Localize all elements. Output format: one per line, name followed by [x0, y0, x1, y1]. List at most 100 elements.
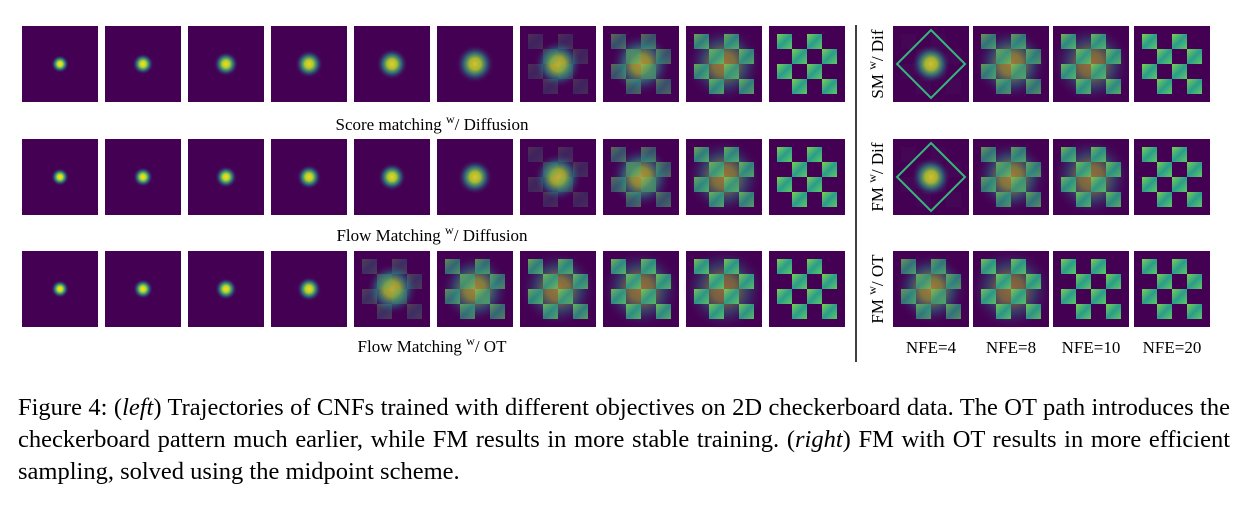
checker-cell: [626, 49, 641, 64]
nfe-label: NFE=20: [1143, 338, 1202, 357]
checker-cell: [1076, 192, 1091, 207]
tile: [354, 251, 430, 327]
tile: [437, 139, 513, 215]
tile: [354, 26, 430, 102]
checker-cell: [656, 192, 671, 207]
checker-cell: [1172, 289, 1187, 304]
checker-cell: [822, 192, 837, 207]
checker-cell: [1106, 162, 1121, 177]
checker-cell: [626, 162, 641, 177]
density-blob: [455, 44, 495, 84]
caption-text: ) FM with OT results in more efficient s…: [18, 426, 1230, 485]
checker-cell: [543, 162, 558, 177]
density-ridge: [895, 28, 967, 100]
tile: [520, 251, 596, 327]
checker-cell: [543, 304, 558, 319]
checker-cell: [490, 274, 505, 289]
checker-cell: [946, 304, 961, 319]
checker-cell: [1142, 259, 1157, 274]
checker-cell: [1106, 49, 1121, 64]
tile: [1051, 24, 1131, 104]
checker-cell: [1187, 304, 1202, 319]
checker-cell: [656, 162, 671, 177]
checker-cell: [694, 177, 709, 192]
label-text: / Diffusion: [455, 115, 529, 134]
checker-cell: [1157, 192, 1172, 207]
checker-cell: [1091, 147, 1106, 162]
checker-cell: [656, 49, 671, 64]
label-text: Flow Matching: [358, 337, 467, 356]
label-text: / OT: [475, 337, 507, 356]
tile: [769, 26, 845, 102]
checker-cell: [1106, 79, 1121, 94]
tile: [601, 249, 681, 329]
tile: [973, 26, 1049, 102]
checker-cell: [558, 289, 573, 304]
checker-cell: [626, 274, 641, 289]
checker-cell: [1011, 259, 1026, 274]
checker-cell: [739, 162, 754, 177]
checker-cell: [362, 289, 377, 304]
label-text: / Diffusion: [454, 226, 528, 245]
label-sup: w: [865, 286, 879, 295]
row-label: SM w/ Dif: [865, 29, 887, 98]
density-blob: [296, 164, 322, 190]
checker-cell: [460, 274, 475, 289]
checker-cell: [777, 147, 792, 162]
tile: [105, 26, 181, 102]
caption: Figure 4: (left) Trajectories of CNFs tr…: [18, 392, 1230, 488]
checker-cell: [392, 259, 407, 274]
checker-cell: [931, 177, 946, 192]
checker-cell: [445, 289, 460, 304]
checker-cell: [528, 34, 543, 49]
caption-text: left: [122, 394, 154, 421]
checker-cell: [1172, 259, 1187, 274]
row-label: Score matching w/ Diffusion: [336, 112, 529, 134]
checker-cell: [709, 49, 724, 64]
checker-cell: [573, 162, 588, 177]
checker-cell: [626, 79, 641, 94]
checker-cell: [739, 304, 754, 319]
checker-cell: [445, 259, 460, 274]
label-text: Flow Matching: [336, 226, 445, 245]
checker-cell: [694, 259, 709, 274]
checker-cell: [407, 274, 422, 289]
row-label: FM w/ Dif: [865, 142, 887, 211]
checker-cell: [822, 49, 837, 64]
checker-cell: [1187, 79, 1202, 94]
checker-cell: [641, 147, 656, 162]
checker-cell: [377, 274, 392, 289]
checker-cell: [807, 259, 822, 274]
checker-cell: [807, 177, 822, 192]
checker-cell: [641, 64, 656, 79]
tile: [354, 139, 430, 215]
checker-cell: [709, 79, 724, 94]
tile: [1053, 251, 1129, 327]
checker-cell: [543, 79, 558, 94]
checker-cell: [1187, 192, 1202, 207]
nfe-label: NFE=10: [1062, 338, 1121, 357]
tile: [973, 139, 1049, 215]
checker-cell: [792, 304, 807, 319]
checker-cell: [1076, 274, 1091, 289]
checker-cell: [981, 259, 996, 274]
density-ridge: [895, 141, 967, 213]
checker-cell: [1142, 147, 1157, 162]
checker-cell: [724, 147, 739, 162]
label-sup: w: [446, 112, 455, 126]
checker-cell: [1142, 34, 1157, 49]
nfe-label: NFE=4: [906, 338, 957, 357]
checker-cell: [996, 79, 1011, 94]
checker-cell: [931, 289, 946, 304]
checker-cell: [901, 289, 916, 304]
density-blob: [213, 51, 239, 77]
checker-cell: [1172, 64, 1187, 79]
checker-cell: [528, 177, 543, 192]
tile: [682, 247, 766, 331]
checker-cell: [822, 162, 837, 177]
label-text: SM: [868, 70, 887, 99]
density-blob: [377, 162, 407, 192]
checker-cell: [1157, 274, 1172, 289]
checker-cell: [1011, 177, 1026, 192]
checker-cell: [981, 34, 996, 49]
